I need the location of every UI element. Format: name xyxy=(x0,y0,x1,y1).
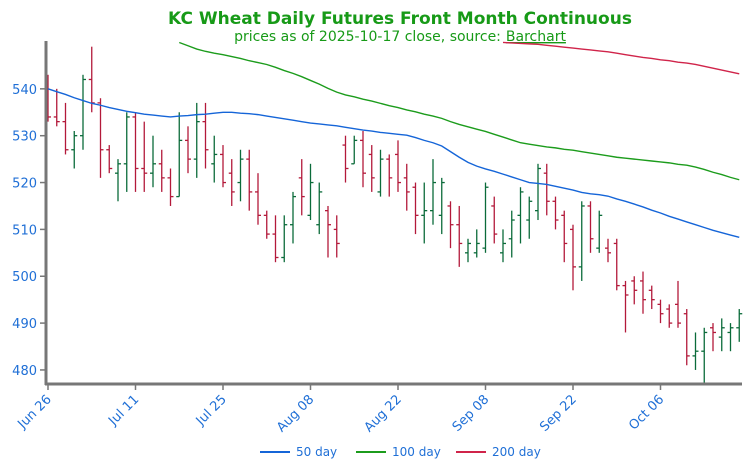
chart-title: KC Wheat Daily Futures Front Month Conti… xyxy=(168,9,632,29)
x-tick-label: Sep 22 xyxy=(537,392,580,435)
x-tick-label: Sep 08 xyxy=(450,392,493,435)
x-tick-label: Aug 22 xyxy=(362,392,405,435)
y-tick-label: 520 xyxy=(12,177,37,192)
x-tick-label: Jul 11 xyxy=(105,392,142,429)
moving-average-line xyxy=(502,41,740,75)
moving-average-line xyxy=(179,41,740,181)
y-tick-label: 490 xyxy=(12,317,37,332)
legend: 50 day 100 day 200 day xyxy=(260,445,541,459)
plot-area xyxy=(45,41,743,384)
source-link[interactable]: Barchart xyxy=(506,29,567,45)
y-tick-label: 540 xyxy=(12,83,37,98)
chart-subtitle: prices as of 2025-10-17 close, source: Ba… xyxy=(234,29,566,45)
y-tick-label: 530 xyxy=(12,130,37,145)
subtitle-text: prices as of 2025-10-17 close, source: xyxy=(234,29,501,45)
y-tick-label: 480 xyxy=(12,364,37,379)
y-tick-label: 510 xyxy=(12,223,37,238)
y-tick-label: 500 xyxy=(12,270,37,285)
legend-label: 100 day xyxy=(392,445,441,459)
x-tick-label: Jul 25 xyxy=(193,392,230,429)
x-tick-label: Jun 26 xyxy=(15,392,55,432)
x-tick-label: Aug 08 xyxy=(274,392,317,435)
legend-label: 50 day xyxy=(296,445,337,459)
moving-average-line xyxy=(47,88,740,239)
legend-label: 200 day xyxy=(492,445,541,459)
x-tick-label: Oct 06 xyxy=(626,392,667,433)
